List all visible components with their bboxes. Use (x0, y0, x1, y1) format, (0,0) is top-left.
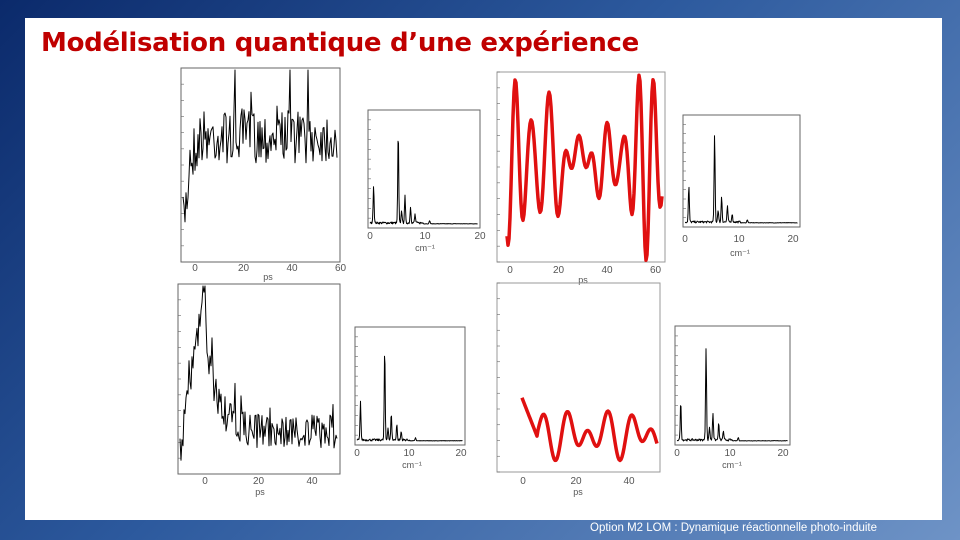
x-tick-label: 0 (367, 231, 373, 242)
x-tick-label: 0 (354, 448, 360, 459)
x-axis-label: cm⁻¹ (722, 460, 742, 470)
x-tick-label: 0 (682, 234, 688, 245)
plot: 0 10 20 cm⁻¹ (354, 326, 467, 470)
plot-frame (354, 326, 466, 446)
x-tick-label: 20 (570, 476, 582, 487)
x-axis-label: ps (255, 487, 265, 497)
x-tick-label: 20 (553, 265, 565, 276)
wavepacket-curve (520, 397, 659, 463)
plot: 0 20 40 ps (496, 282, 661, 497)
x-tick-label: 0 (192, 263, 198, 274)
plot-frame (177, 283, 341, 475)
slide-title: Modélisation quantique d’une expérience (41, 28, 639, 58)
x-tick-label: 40 (623, 476, 635, 487)
plot: 0 10 20 cm⁻¹ (367, 109, 486, 253)
x-tick-label: 10 (403, 448, 415, 459)
x-tick-label: 0 (202, 476, 208, 487)
x-axis-label: cm⁻¹ (415, 243, 435, 253)
x-tick-label: 40 (601, 265, 613, 276)
x-tick-label: 40 (286, 263, 298, 274)
x-axis-label: cm⁻¹ (730, 248, 750, 258)
x-tick-label: 20 (253, 476, 265, 487)
x-axis-label: ps (573, 487, 583, 497)
x-axis-label: ps (578, 275, 588, 285)
x-axis-label: ps (263, 272, 273, 282)
signal-curve (179, 285, 338, 461)
x-tick-label: 20 (787, 234, 799, 245)
plot-frame (674, 325, 791, 446)
signal-curve (685, 135, 798, 224)
x-tick-label: 20 (238, 263, 250, 274)
plot: 0 10 20 cm⁻¹ (682, 114, 801, 258)
wavepacket-curve (505, 73, 664, 262)
x-tick-label: 60 (335, 263, 347, 274)
x-tick-label: 10 (724, 448, 736, 459)
plot-frame (367, 109, 481, 229)
x-tick-label: 20 (474, 231, 486, 242)
plot: 0 20 40 60 ps (180, 67, 347, 282)
x-axis-label: cm⁻¹ (402, 460, 422, 470)
x-tick-label: 0 (507, 265, 513, 276)
x-tick-label: 10 (419, 231, 431, 242)
x-tick-label: 40 (306, 476, 318, 487)
x-tick-label: 0 (520, 476, 526, 487)
signal-curve (369, 140, 478, 225)
plot: 0 10 20 cm⁻¹ (674, 325, 791, 470)
signal-curve (676, 348, 788, 442)
footer: Option M2 LOM : Dynamique réactionnelle … (590, 522, 878, 534)
x-tick-label: 60 (650, 265, 662, 276)
plot-frame (180, 67, 341, 263)
plot-frame (682, 114, 801, 228)
x-tick-label: 10 (733, 234, 745, 245)
plot: 0 20 40 60 ps (496, 71, 666, 285)
x-tick-label: 20 (455, 448, 467, 459)
signal-curve (356, 355, 463, 442)
x-tick-label: 0 (674, 448, 680, 459)
plot: 0 20 40 ps (177, 283, 341, 497)
signal-curve (182, 69, 338, 223)
x-tick-label: 20 (777, 448, 789, 459)
